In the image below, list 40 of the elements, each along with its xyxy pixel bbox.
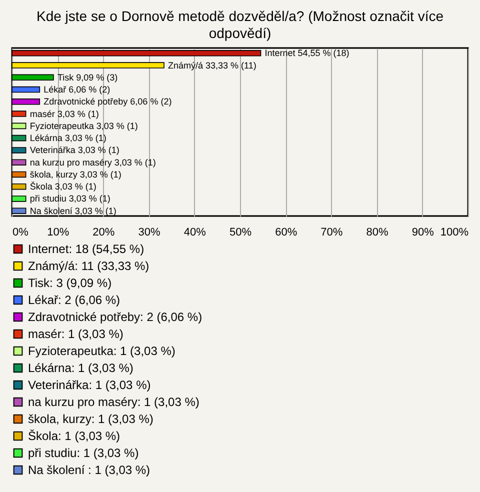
data-label: při studiu 3,03 % (1)	[30, 194, 110, 204]
legend-label: při studiu: 1 (3,03 %)	[28, 446, 139, 460]
data-label: Tisk 9,09 % (3)	[57, 72, 118, 82]
legend-label: Škola: 1 (3,03 %)	[28, 429, 120, 443]
data-label: Lékař 6,06 % (2)	[44, 84, 110, 95]
data-label: Na školení 3,03 % (1)	[30, 206, 116, 216]
legend-label: masér: 1 (3,03 %)	[28, 327, 124, 341]
data-label: Škola 3,03 % (1)	[30, 182, 96, 192]
legend-label: Fyzioterapeutka: 1 (3,03 %)	[28, 344, 176, 358]
x-tick-label: 10%	[47, 226, 70, 238]
x-tick-label: 60%	[275, 226, 298, 238]
chart-title: Kde jste se o Dornově metodě dozvěděl/a? (Možnost označit více odpovědí)	[36, 8, 444, 41]
legend-label: Na školení : 1 (3,03 %)	[28, 463, 150, 477]
x-tick-label: 80%	[366, 226, 389, 238]
data-label: Fyzioterapeutka 3,03 % (1)	[30, 120, 138, 131]
legend-label: Internet: 18 (54,55 %)	[28, 242, 144, 256]
legend-label: na kurzu pro maséry: 1 (3,03 %)	[28, 395, 200, 409]
x-tick-label: 0%	[12, 226, 29, 238]
legend-label: Tisk: 3 (9,09 %)	[28, 276, 112, 290]
data-label: masér 3,03 % (1)	[30, 108, 99, 119]
data-label: Internet 54,55 % (18)	[264, 48, 350, 58]
legend-label: Známý/á: 11 (33,33 %)	[28, 259, 150, 273]
legend-label: Lékař: 2 (6,06 %)	[28, 293, 120, 307]
data-label: na kurzu pro maséry 3,03 % (1)	[30, 157, 156, 168]
legend-label: škola, kurzy: 1 (3,03 %)	[28, 412, 154, 426]
x-tick-label: 50%	[229, 226, 252, 238]
x-tick-label: 40%	[184, 226, 206, 238]
x-tick-label: 70%	[320, 226, 343, 238]
data-label: Známý/á 33,33 % (11)	[168, 60, 256, 70]
x-tick-label: 100%	[440, 226, 469, 238]
x-tick-label: 90%	[412, 226, 434, 238]
data-label: Lékárna 3,03 % (1)	[30, 133, 106, 144]
legend-label: Zdravotnické potřeby: 2 (6,06 %)	[28, 310, 202, 324]
data-label: škola, kurzy 3,03 % (1)	[30, 169, 122, 180]
legend-label: Lékárna: 1 (3,03 %)	[28, 361, 134, 375]
legend-label: Veterinářka: 1 (3,03 %)	[28, 378, 151, 392]
x-tick-label: 30%	[138, 226, 161, 238]
x-tick-label: 20%	[92, 226, 115, 238]
data-label: Veterinářka 3,03 % (1)	[30, 145, 120, 156]
data-label: Zdravotnické potřeby 6,06 % (2)	[44, 96, 172, 107]
